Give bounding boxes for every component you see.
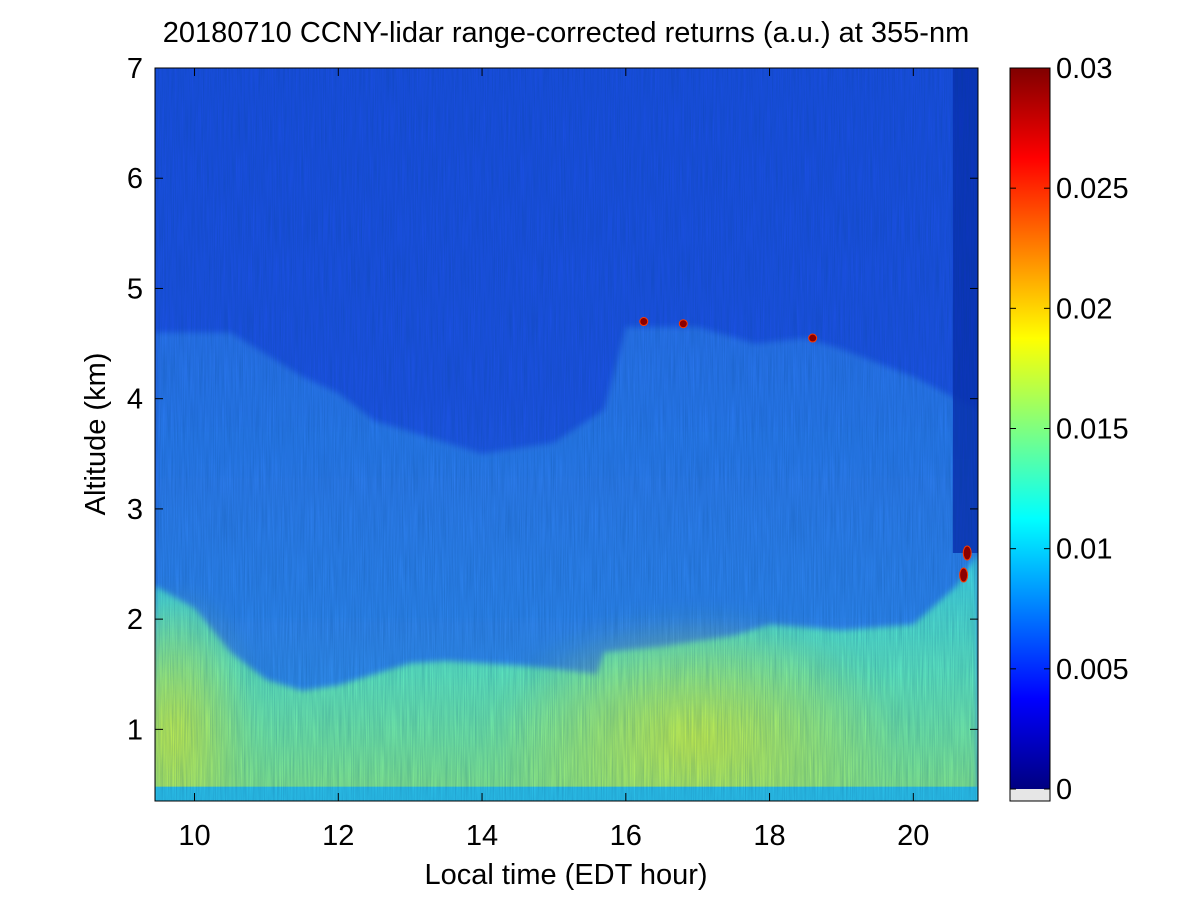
plot-frame bbox=[154, 67, 979, 802]
cloud-return bbox=[808, 333, 818, 343]
y-tick-label: 1 bbox=[127, 714, 143, 746]
y-tick-label: 5 bbox=[127, 273, 143, 305]
colorbar-tick-label: 0.015 bbox=[1056, 414, 1129, 446]
cloud-return bbox=[962, 545, 972, 561]
y-tick-label: 2 bbox=[127, 604, 143, 636]
y-tick-label: 6 bbox=[127, 163, 143, 195]
cloud-returns bbox=[639, 317, 972, 583]
colorbar-frame bbox=[1009, 67, 1051, 802]
colorbar-ticks: 0 0.005 0.01 0.015 0.02 0.025 0.03 bbox=[1010, 53, 1129, 806]
y-axis-label: Altitude (km) bbox=[80, 353, 112, 516]
x-axis-label: Local time (EDT hour) bbox=[424, 859, 707, 891]
colorbar-tick-label: 0 bbox=[1056, 774, 1072, 806]
heatmap-image bbox=[155, 68, 978, 801]
cloud-return bbox=[639, 317, 649, 327]
y-tick-label: 7 bbox=[127, 53, 143, 85]
colorbar-scale bbox=[1010, 68, 1050, 789]
colorbar-tick-label: 0.02 bbox=[1056, 293, 1112, 325]
y-axis: 1 2 3 4 5 6 7 bbox=[127, 53, 978, 746]
x-tick-label: 16 bbox=[610, 820, 642, 852]
colorbar-tick-label: 0.03 bbox=[1056, 53, 1112, 85]
x-axis: 10 12 14 16 18 20 bbox=[178, 68, 929, 852]
colorbar-tick-label: 0.025 bbox=[1056, 173, 1129, 205]
colorbar-tick-label: 0.01 bbox=[1056, 534, 1112, 566]
x-tick-label: 14 bbox=[466, 820, 498, 852]
x-tick-label: 18 bbox=[753, 820, 785, 852]
signal-noise-texture bbox=[155, 68, 978, 801]
chart-title: 20180710 CCNY-lidar range-corrected retu… bbox=[163, 17, 970, 49]
x-tick-label: 10 bbox=[178, 820, 210, 852]
cloud-return bbox=[678, 319, 688, 329]
cloud-return bbox=[959, 567, 969, 583]
y-tick-label: 4 bbox=[127, 384, 143, 416]
x-tick-label: 12 bbox=[322, 820, 354, 852]
colorbar-tick-label: 0.005 bbox=[1056, 654, 1129, 686]
colorbar-nan-swatch bbox=[1010, 789, 1050, 801]
x-tick-label: 20 bbox=[897, 820, 929, 852]
y-tick-label: 3 bbox=[127, 494, 143, 526]
colorbar: 0 0.005 0.01 0.015 0.02 0.025 0.03 bbox=[1009, 53, 1129, 806]
